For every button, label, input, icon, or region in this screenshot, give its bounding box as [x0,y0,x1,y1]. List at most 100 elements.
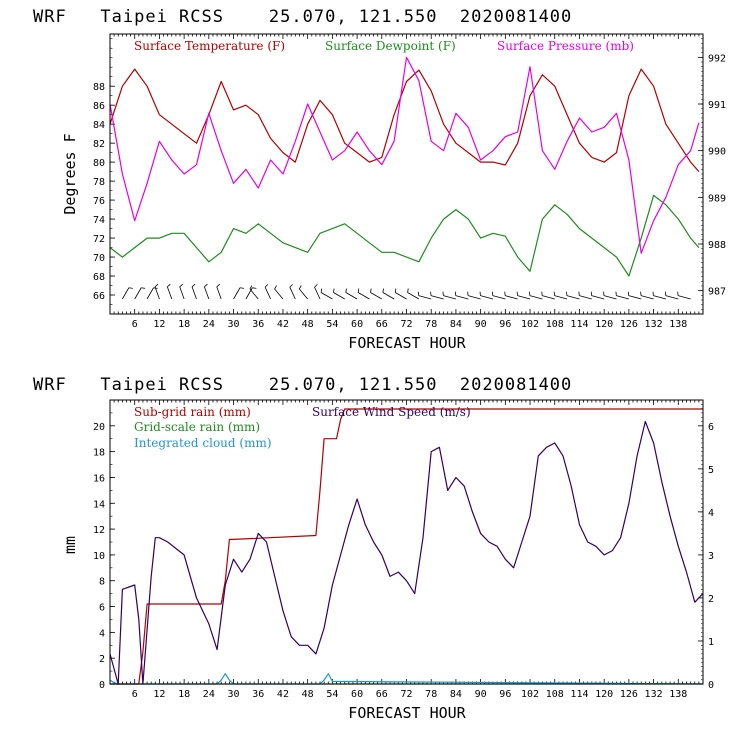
chart2-ticks: 6 12 18 24 30 36 42 48 54 60 66 72 78 84 90 96 102 108 114… [93,399,714,700]
x-tick-label: 108 [546,689,564,700]
y-tick-label: 8 [99,577,105,588]
series-line-wind [109,420,704,685]
wind-barb [134,287,142,300]
chart2-xlabel: FORECAST HOUR [348,704,466,722]
wind-barb [245,287,253,300]
wind-barb-feather [167,283,171,288]
wind-barb-feather [216,283,221,288]
y-tick-label: 86 [93,101,105,112]
y-tick-label: 0 [99,680,105,691]
series-line-subgrid [110,408,703,685]
wind-barb [122,287,130,300]
y2-tick-label: 991 [708,100,726,111]
wind-barb-feather [249,285,253,290]
wind-barb [579,295,592,300]
legend-cloud: Integrated cloud (mm) [134,436,272,450]
wind-barb [382,292,395,300]
wind-barb-feather [204,283,208,288]
wind-barb [357,292,370,300]
wind-barb-feather [333,288,335,293]
wind-barb [480,295,494,300]
x-tick-label: 114 [570,689,588,700]
wind-barb-feather [314,284,318,288]
x-tick-label: 84 [450,319,462,330]
y-tick-label: 70 [93,253,105,264]
y2-tick-label: 992 [708,53,726,64]
y-tick-label: 68 [93,272,105,283]
wind-barb [407,292,420,300]
y-tick-label: 4 [99,628,105,639]
x-tick-label: 60 [351,689,363,700]
y-tick-label: 6 [99,603,105,614]
wind-barb-feather [191,283,196,288]
x-tick-label: 24 [203,689,215,700]
wind-barb [289,287,296,300]
wind-barb [274,288,284,300]
wind-barb-feather [357,288,360,293]
x-tick-label: 18 [178,689,190,700]
y2-tick-label: 988 [708,240,726,251]
wind-barb [443,295,457,300]
chart1-ticks: 6 12 18 24 30 36 42 48 54 60 66 72 78 84 90 96 102 108 114… [93,33,726,330]
wind-barb [677,295,691,300]
x-tick-label: 48 [302,319,314,330]
wind-barb [542,295,555,300]
x-tick-label: 90 [475,689,487,700]
x-tick-label: 78 [425,689,437,700]
legend-wind: Surface Wind Speed (m/s) [312,405,471,419]
series-line-pressure [109,56,700,254]
x-tick-label: 30 [228,319,240,330]
y2-tick-label: 1 [708,637,714,648]
wind-barb-feather [252,287,257,289]
wind-barb [665,295,679,300]
y-tick-label: 2 [99,654,105,665]
wind-barb [653,295,667,300]
wind-barb-feather [382,288,384,293]
wind-barb-feather [320,288,323,293]
legend-dewpoint: Surface Dewpoint (F) [325,39,456,53]
series-line-cloud [109,673,704,685]
y2-tick-label: 3 [708,551,714,562]
wind-barb [517,295,531,300]
y-tick-label: 20 [93,422,105,433]
wind-barb-feather [128,287,133,289]
x-tick-label: 102 [521,689,539,700]
y-tick-label: 82 [93,139,105,150]
x-tick-label: 84 [450,689,462,700]
wind-barb [370,292,382,300]
series-line-dewpoint [109,194,700,277]
wind-barb-feather [239,287,245,289]
wind-barb [566,295,580,300]
x-tick-label: 66 [376,689,388,700]
wind-barb [154,286,160,300]
y2-tick-label: 987 [708,287,726,298]
wind-barb [505,295,518,300]
y-tick-label: 10 [93,551,105,562]
wind-barbs [122,283,691,300]
x-tick-label: 36 [252,689,264,700]
x-tick-label: 120 [595,689,613,700]
wind-barb [591,295,605,300]
chart1-xlabel: FORECAST HOUR [348,334,466,352]
wind-barb [314,287,321,300]
y2-tick-label: 5 [708,465,714,476]
wind-barb [395,292,407,300]
y2-tick-label: 0 [708,680,714,691]
wind-barb [554,295,568,300]
wind-barb [299,288,308,300]
x-tick-label: 78 [425,319,437,330]
wind-barb-feather [274,285,277,290]
wind-barb [492,295,506,300]
wind-barb [333,292,345,300]
x-tick-label: 126 [620,319,638,330]
x-tick-label: 138 [669,319,687,330]
wind-barb [146,287,154,300]
y-tick-label: 80 [93,158,105,169]
x-tick-label: 36 [252,319,264,330]
x-tick-label: 90 [475,319,487,330]
chart1-ylabel: Degrees F [61,133,79,214]
y2-tick-label: 2 [708,594,714,605]
y-tick-label: 78 [93,177,105,188]
x-tick-label: 12 [153,689,165,700]
wind-barb [204,286,210,300]
